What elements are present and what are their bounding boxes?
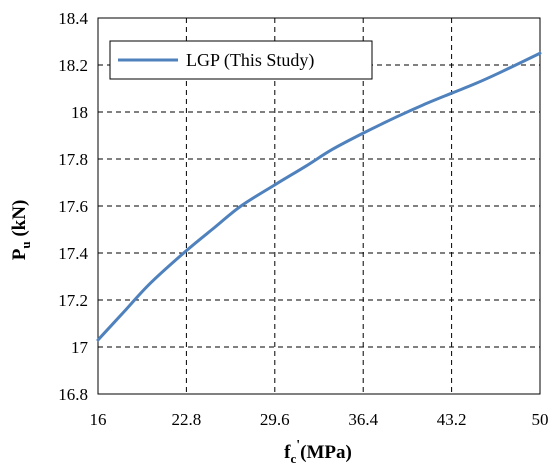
y-tick-label: 17 <box>71 338 89 357</box>
y-tick-label: 18 <box>71 103 88 122</box>
x-tick-label: 50 <box>532 410 549 429</box>
x-axis-title-sub: c <box>290 451 296 466</box>
legend-box <box>109 40 373 80</box>
legend: LGP (This Study) <box>109 40 373 80</box>
x-tick-label: 29.6 <box>260 410 290 429</box>
y-axis-title: Pu (kN) <box>9 200 33 261</box>
x-tick-label: 36.4 <box>348 410 378 429</box>
y-axis-title-rest: (kN) <box>9 200 30 242</box>
x-tick-label: 16 <box>90 410 107 429</box>
y-tick-label: 18.2 <box>58 56 88 75</box>
y-tick-label: 18.4 <box>58 9 88 28</box>
y-tick-label: 17.2 <box>58 291 88 310</box>
y-tick-label: 17.4 <box>58 244 88 263</box>
y-axis-title-sub: u <box>18 241 33 248</box>
y-tick-label: 16.8 <box>58 385 88 404</box>
x-tick-label: 22.8 <box>172 410 202 429</box>
y-axis-title-main: P <box>9 248 30 260</box>
y-tick-label: 17.6 <box>58 197 88 216</box>
x-tick-label: 43.2 <box>437 410 467 429</box>
y-tick-labels: 16.8 17 17.2 17.4 17.6 17.8 18 18.2 18.4 <box>58 9 88 404</box>
x-axis-title: fc'(MPa) <box>284 438 352 466</box>
x-axis-title-prime: ' <box>296 438 300 453</box>
series-layer <box>96 51 542 342</box>
svg-text:Pu (kN): Pu (kN) <box>9 200 33 261</box>
x-axis-title-main: f <box>284 442 291 463</box>
legend-label: LGP (This Study) <box>186 50 314 71</box>
x-axis-title-rest: (MPa) <box>300 442 352 463</box>
series-line <box>96 51 542 342</box>
x-tick-labels: 16 22.8 29.6 36.4 43.2 50 <box>90 410 549 429</box>
y-tick-label: 17.8 <box>58 150 88 169</box>
